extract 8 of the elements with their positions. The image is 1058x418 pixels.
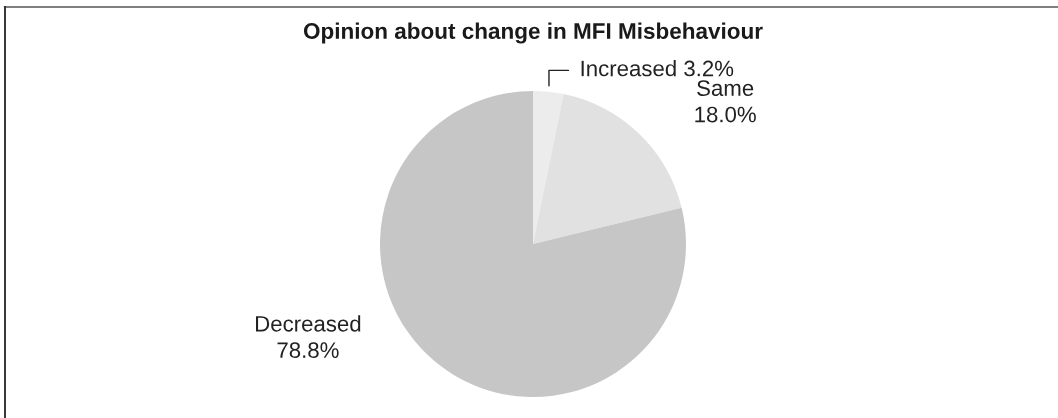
slice-label: Decreased [256,315,361,332]
data-label: 78.8% [277,342,339,358]
slice-label: Same [697,80,754,97]
slice-label: Increased 3.2% [581,60,734,77]
pie-slice [533,94,682,244]
chart-title: Opinion about change in MFI Misbehaviour [303,22,763,44]
pie-slice [380,91,686,397]
data-label: 18.0% [695,106,756,123]
